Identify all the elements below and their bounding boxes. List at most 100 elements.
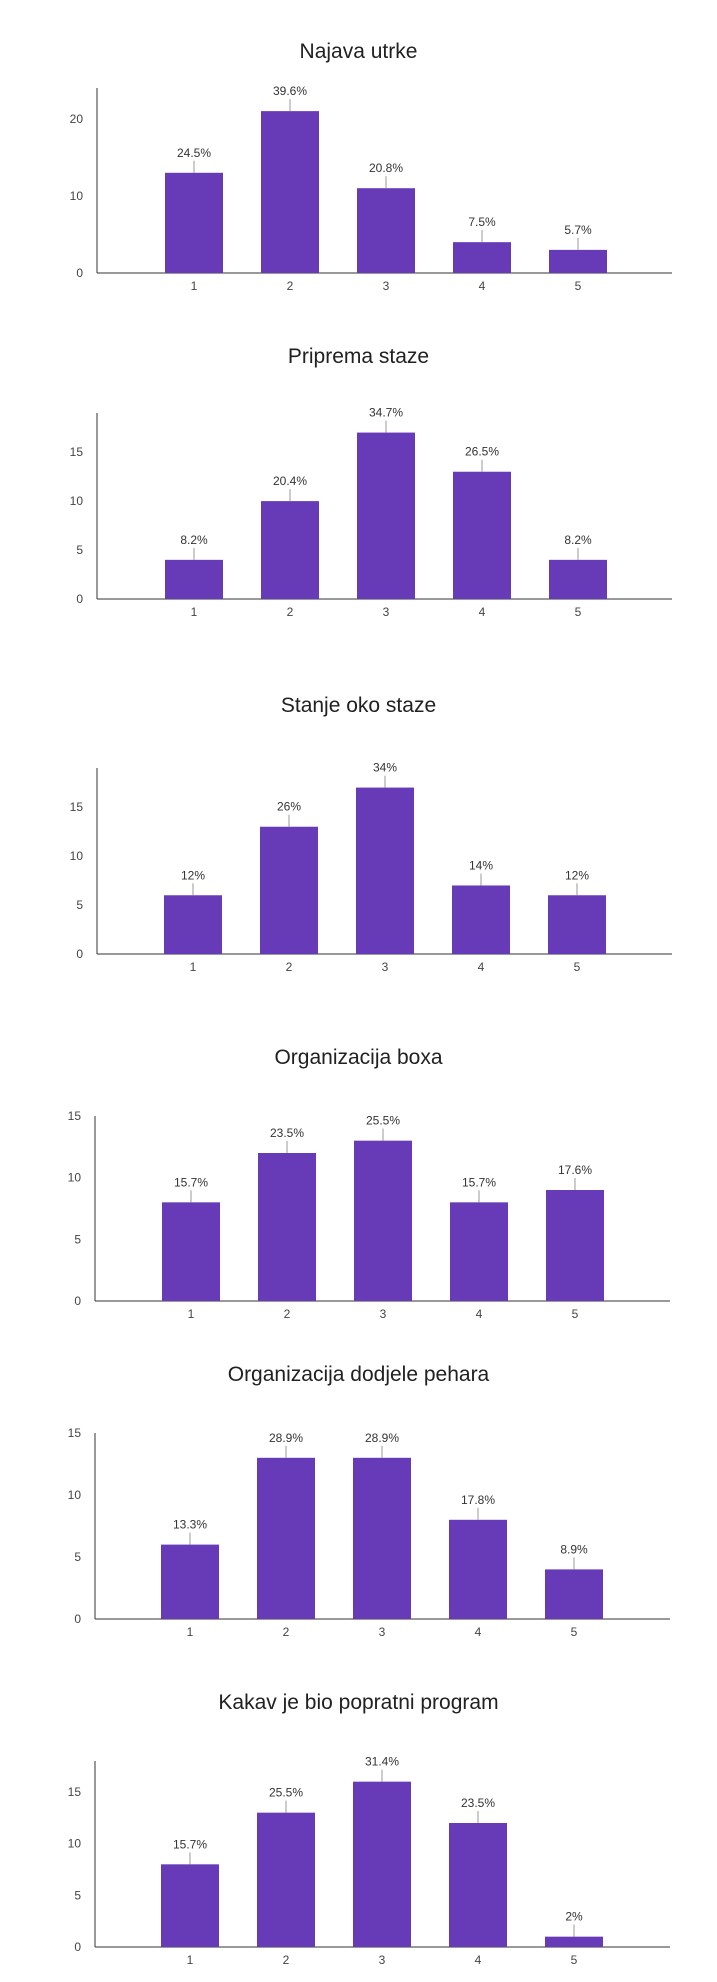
x-tick-label: 4 xyxy=(478,960,485,974)
bar-data-label: 31.4% xyxy=(365,1755,399,1769)
bar-data-label: 15.7% xyxy=(174,1175,208,1189)
y-tick-label: 0 xyxy=(76,592,83,606)
bar-data-label: 7.5% xyxy=(468,215,496,229)
bar-data-label: 8.2% xyxy=(180,533,208,547)
y-tick-label: 0 xyxy=(74,1612,81,1626)
bar xyxy=(161,1864,219,1947)
bar xyxy=(164,895,222,954)
bar-data-label: 8.2% xyxy=(564,533,592,547)
x-tick-label: 2 xyxy=(286,960,293,974)
bar-data-label: 26% xyxy=(277,800,301,814)
x-tick-label: 4 xyxy=(479,279,486,293)
y-tick-label: 10 xyxy=(68,1837,82,1851)
bar-data-label: 12% xyxy=(565,868,589,882)
bar-data-label: 28.9% xyxy=(365,1431,399,1445)
y-tick-label: 5 xyxy=(74,1550,81,1564)
y-tick-label: 10 xyxy=(70,494,84,508)
bar xyxy=(548,895,606,954)
x-tick-label: 3 xyxy=(382,960,389,974)
x-tick-label: 4 xyxy=(476,1307,483,1321)
x-tick-label: 5 xyxy=(575,279,582,293)
bar-chart: Najava utrke 0 10 20 24.5% 1 39.6% 2 20.8% 3 7.5% 4… xyxy=(70,40,672,293)
y-tick-label: 5 xyxy=(74,1232,81,1246)
x-tick-label: 3 xyxy=(380,1307,387,1321)
x-tick-label: 1 xyxy=(188,1307,195,1321)
bar-data-label: 25.5% xyxy=(269,1786,303,1800)
bar xyxy=(453,471,511,599)
bar-data-label: 14% xyxy=(469,858,493,872)
bar xyxy=(449,1519,507,1619)
bar-chart: Priprema staze 0 5 10 15 8.2% 1 20.4% 2 34.7% 3 26.… xyxy=(70,345,672,619)
bar xyxy=(357,432,415,599)
bar xyxy=(257,1812,315,1947)
x-tick-label: 3 xyxy=(383,605,390,619)
x-tick-label: 2 xyxy=(283,1625,290,1639)
bar-data-label: 24.5% xyxy=(177,146,211,160)
bar xyxy=(161,1544,219,1619)
chart-title: Organizacija dodjele pehara xyxy=(228,1363,490,1386)
y-tick-label: 0 xyxy=(76,266,83,280)
bar xyxy=(452,885,510,954)
x-tick-label: 4 xyxy=(475,1953,482,1967)
bar-data-label: 8.9% xyxy=(560,1542,588,1556)
bar xyxy=(165,172,223,273)
bar xyxy=(546,1190,604,1301)
y-tick-label: 5 xyxy=(74,1888,81,1902)
bar-data-label: 23.5% xyxy=(461,1796,495,1810)
bar-data-label: 5.7% xyxy=(564,223,592,237)
y-tick-label: 15 xyxy=(68,1785,82,1799)
x-tick-label: 1 xyxy=(191,279,198,293)
bar-data-label: 13.3% xyxy=(173,1518,207,1532)
x-tick-label: 5 xyxy=(574,960,581,974)
y-tick-label: 0 xyxy=(74,1294,81,1308)
bar xyxy=(162,1202,220,1301)
y-tick-label: 15 xyxy=(70,445,84,459)
y-tick-label: 10 xyxy=(70,189,84,203)
bar-data-label: 12% xyxy=(181,868,205,882)
y-tick-label: 5 xyxy=(76,898,83,912)
bar xyxy=(453,242,511,273)
chart-title: Kakav je bio popratni program xyxy=(218,1691,498,1714)
bar-data-label: 20.8% xyxy=(369,161,403,175)
y-tick-label: 15 xyxy=(68,1426,82,1440)
y-tick-label: 0 xyxy=(76,947,83,961)
bar xyxy=(354,1140,412,1301)
x-tick-label: 5 xyxy=(575,605,582,619)
bar xyxy=(449,1823,507,1947)
bar xyxy=(356,787,414,954)
bar xyxy=(261,501,319,599)
x-tick-label: 1 xyxy=(191,605,198,619)
x-tick-label: 5 xyxy=(571,1625,578,1639)
x-tick-label: 2 xyxy=(287,279,294,293)
chart-title: Stanje oko staze xyxy=(281,694,436,717)
bar-data-label: 2% xyxy=(565,1910,583,1924)
y-tick-label: 15 xyxy=(70,800,84,814)
bar xyxy=(549,249,607,273)
x-tick-label: 2 xyxy=(283,1953,290,1967)
x-tick-label: 3 xyxy=(379,1625,386,1639)
bar-data-label: 15.7% xyxy=(462,1175,496,1189)
bar xyxy=(357,188,415,273)
y-tick-label: 20 xyxy=(70,112,84,126)
bar xyxy=(450,1202,508,1301)
x-tick-label: 2 xyxy=(284,1307,291,1321)
y-tick-label: 0 xyxy=(74,1940,81,1954)
x-tick-label: 1 xyxy=(190,960,197,974)
chart-title: Organizacija boxa xyxy=(274,1046,442,1069)
y-tick-label: 5 xyxy=(76,543,83,557)
bar xyxy=(258,1153,316,1301)
y-tick-label: 15 xyxy=(68,1109,82,1123)
x-tick-label: 5 xyxy=(572,1307,579,1321)
bar-chart: Kakav je bio popratni program05101515.7%… xyxy=(68,1691,670,1967)
x-tick-label: 4 xyxy=(479,605,486,619)
bar xyxy=(353,1457,411,1619)
x-tick-label: 5 xyxy=(571,1953,578,1967)
bar xyxy=(165,559,223,599)
bar-data-label: 39.6% xyxy=(273,84,307,98)
y-tick-label: 10 xyxy=(68,1488,82,1502)
x-tick-label: 1 xyxy=(187,1953,194,1967)
x-tick-label: 3 xyxy=(383,279,390,293)
bar-data-label: 17.6% xyxy=(558,1163,592,1177)
bar xyxy=(353,1781,411,1947)
